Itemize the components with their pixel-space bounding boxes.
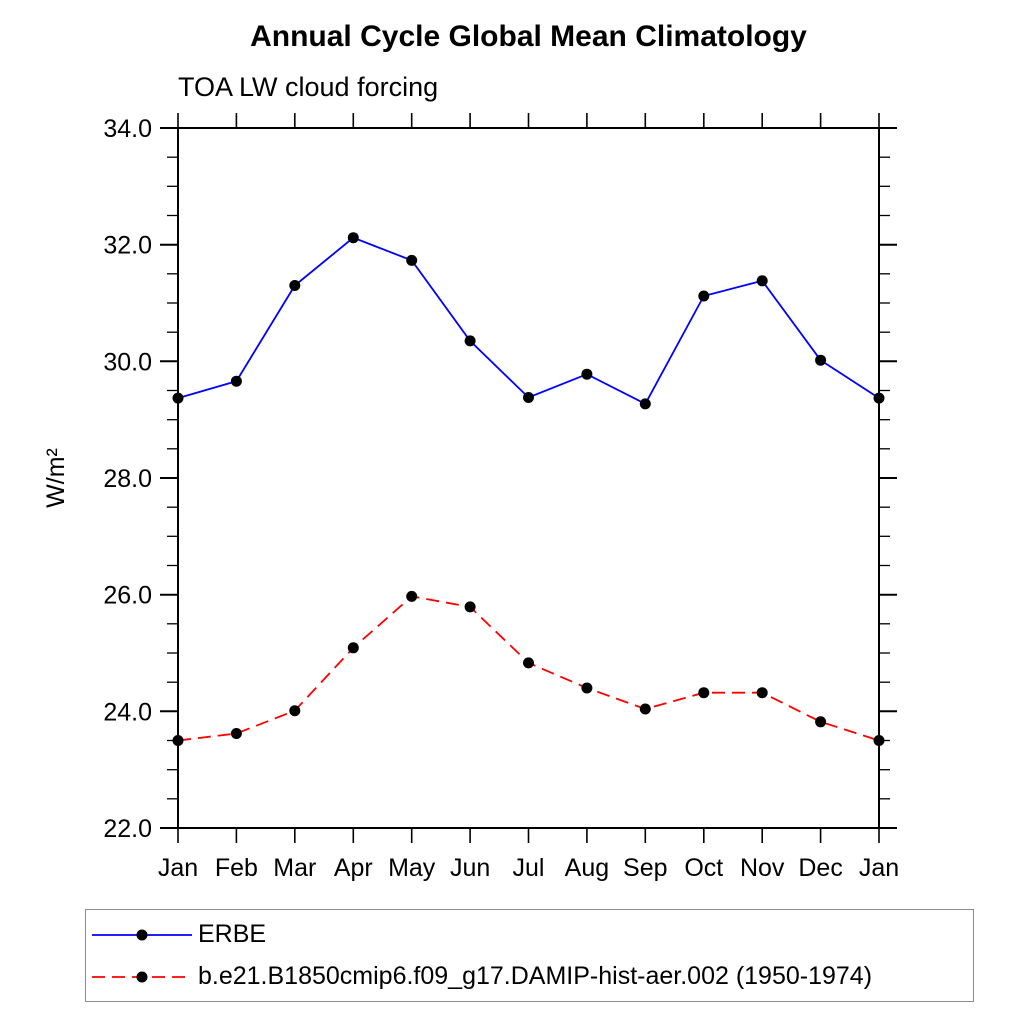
data-point-marker: [464, 601, 476, 613]
x-tick-label: Nov: [740, 854, 785, 882]
data-point-marker: [406, 590, 418, 602]
data-point-marker: [639, 703, 651, 715]
legend-label-erbe: ERBE: [198, 920, 267, 948]
data-point-marker: [347, 642, 359, 654]
data-point-marker: [172, 735, 184, 746]
y-axis-title: W/m²: [42, 448, 70, 508]
plot-frame: [177, 127, 880, 829]
data-point-marker: [172, 392, 184, 404]
data-point-marker: [698, 687, 710, 699]
x-tick-label: Apr: [334, 854, 373, 882]
data-point-marker: [873, 392, 885, 404]
data-point-marker: [581, 368, 593, 380]
data-point-marker: [289, 280, 301, 291]
x-tick-label: Dec: [798, 854, 842, 882]
data-point-marker: [581, 682, 593, 694]
data-point-marker: [756, 275, 768, 287]
legend-marker-dot-icon: [136, 971, 148, 982]
data-point-marker: [523, 657, 534, 669]
data-point-marker: [464, 335, 476, 347]
x-tick-label: Aug: [565, 854, 609, 882]
legend-item-erbe: ERBE: [90, 914, 973, 956]
legend-item-model: b.e21.B1850cmip6.f09_g17.DAMIP-hist-aer.…: [90, 956, 973, 998]
chart-subtitle: TOA LW cloud forcing: [178, 72, 439, 102]
series-line-1: [177, 595, 880, 742]
x-tick-label: Jan: [158, 854, 198, 882]
data-point-marker: [815, 716, 827, 728]
data-point-marker: [815, 354, 827, 366]
data-point-marker: [873, 735, 885, 746]
y-tick-label: 28.0: [103, 465, 152, 493]
data-point-marker: [406, 254, 418, 266]
x-tick-label: Jun: [450, 854, 490, 882]
y-tick-label: 34.0: [103, 115, 152, 143]
legend-marker-dot-icon: [136, 929, 148, 940]
data-point-marker: [289, 705, 301, 717]
legend-line-sample-solid: [92, 929, 192, 940]
data-point-marker: [347, 232, 359, 244]
x-tick-label: Jan: [859, 854, 899, 882]
x-tick-label: May: [388, 854, 436, 882]
legend-box: ERBE b.e21.B1850cmip6.f09_g17.DAMIP-hist…: [85, 909, 974, 1002]
legend-line-sample-dashed: [92, 971, 192, 982]
x-tick-label: Oct: [684, 854, 723, 882]
x-tick-label: Jul: [513, 854, 545, 882]
legend-label-model: b.e21.B1850cmip6.f09_g17.DAMIP-hist-aer.…: [198, 962, 873, 990]
series-line-0: [177, 236, 880, 406]
y-tick-label: 30.0: [103, 348, 152, 376]
data-point-marker: [756, 687, 768, 699]
data-point-marker: [639, 398, 651, 410]
y-tick-label: 26.0: [103, 582, 152, 610]
y-tick-label: 24.0: [103, 698, 152, 726]
data-point-marker: [230, 375, 242, 387]
x-tick-label: Feb: [215, 854, 258, 882]
x-tick-label: Sep: [623, 854, 667, 882]
data-point-marker: [230, 728, 242, 739]
data-point-marker: [523, 392, 534, 403]
x-tick-label: Mar: [273, 854, 316, 882]
y-tick-label: 32.0: [103, 232, 152, 260]
data-point-marker: [698, 290, 710, 302]
y-tick-label: 22.0: [103, 815, 152, 843]
chart-title: Annual Cycle Global Mean Climatology: [250, 20, 807, 53]
